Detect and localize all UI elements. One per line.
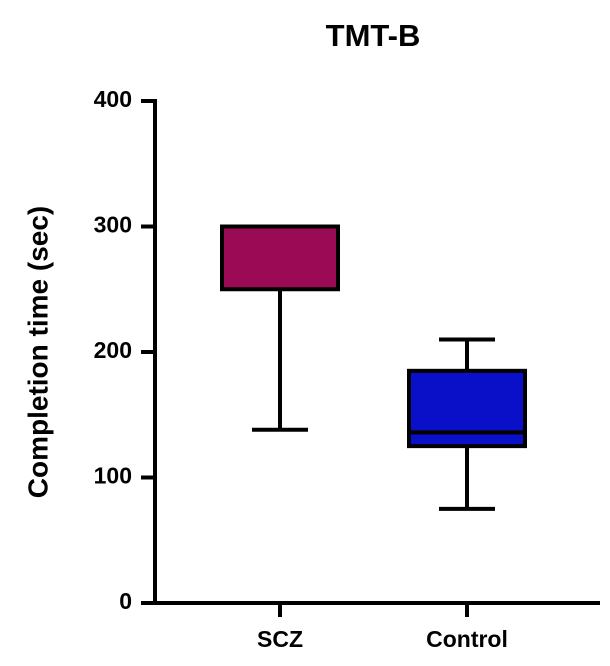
- box: [407, 368, 527, 449]
- y-axis-label: Completion time (sec): [22, 206, 53, 498]
- y-tick-label: 100: [94, 463, 132, 489]
- chart-title: TMT-B: [326, 18, 421, 53]
- y-tick-label: 200: [94, 337, 132, 363]
- y-tick-label: 400: [94, 86, 132, 112]
- x-tick-label: Control: [426, 626, 508, 652]
- y-tick-label: 0: [119, 588, 132, 614]
- box: [220, 224, 340, 292]
- x-tick-label: SCZ: [257, 626, 303, 652]
- y-tick-label: 300: [94, 212, 132, 238]
